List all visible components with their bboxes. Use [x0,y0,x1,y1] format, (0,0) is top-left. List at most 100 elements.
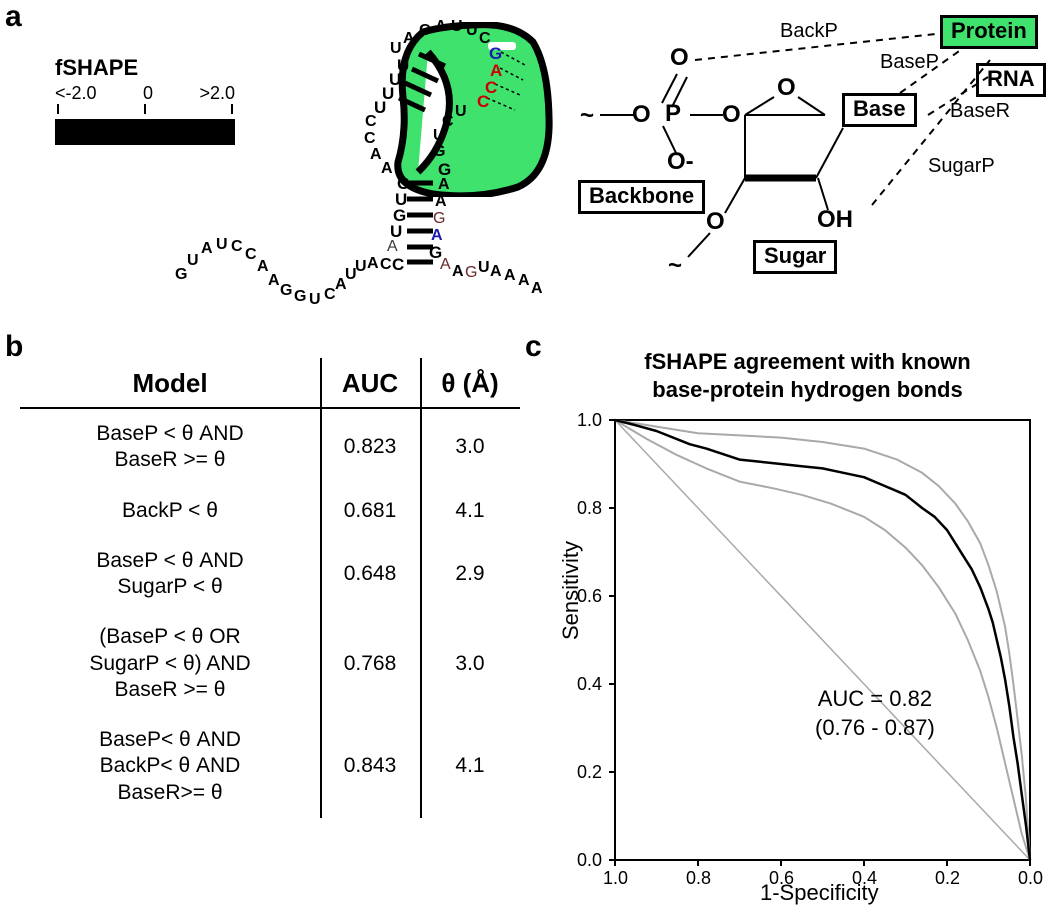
svg-text:~: ~ [668,252,682,279]
nucleotide: C [231,238,243,256]
table-row-auc: 0.843 [320,715,420,818]
sugar-box: Sugar [753,240,837,274]
col-theta: θ (Å) [420,360,520,407]
nucleotide: G [433,143,445,161]
y-tick: 0.6 [577,586,602,607]
nucleotide: C [324,286,336,304]
table-header: Model AUC θ (Å) [20,360,520,407]
nucleotide: U [187,252,199,270]
panel-a: fSHAPE <-2.0 0 >2.0 GUAUCCAAGGUCAUUACCAU… [0,0,1050,330]
nucleotide: U [466,22,478,40]
nucleotide: A [435,193,447,211]
nucleotide: A [531,280,543,298]
x-tick: 0.8 [686,868,711,889]
nucleotide: A [201,240,213,258]
atom-O: O [670,46,689,70]
nucleotide: C [397,174,409,194]
nucleotide: C [245,246,257,264]
x-tick: 0.6 [769,868,794,889]
panel-b: Model AUC θ (Å) BaseP < θ AND BaseR >= θ… [0,330,530,910]
nucleotide: C [364,130,376,148]
label-backp: BackP [780,20,838,43]
x-tick: 0.4 [852,868,877,889]
x-tick: 1.0 [603,868,628,889]
nucleotide: A [452,263,464,281]
table-row-model: BaseP< θ AND BackP< θ AND BaseR>= θ [20,715,320,818]
nucleotide: C [419,22,431,40]
roc-plot [615,420,1030,860]
atom-O: O [722,103,741,127]
col-auc: AUC [320,360,420,407]
nucleotide: A [504,267,516,285]
table-row-auc: 0.648 [320,536,420,613]
nucleotide: G [465,264,477,282]
roc-title: fSHAPE agreement with known base-protein… [585,348,1030,403]
nucleotide: U [397,56,409,76]
x-tick: 0.2 [935,868,960,889]
label-sugarp: SugarP [928,155,995,178]
auc-line1: AUC = 0.82 [815,685,935,714]
x-tick: 0.0 [1018,868,1043,889]
nucleotide: A [435,18,447,36]
table-row-theta: 3.0 [420,409,520,486]
rna-box: RNA [976,63,1046,97]
model-table: Model AUC θ (Å) BaseP < θ AND BaseR >= θ… [20,360,520,818]
nucleotide: U [355,258,367,276]
table-body: BaseP < θ AND BaseR >= θ0.8233.0BackP < … [20,409,520,818]
nucleotide: U [390,40,402,58]
nucleotide: G [280,282,292,300]
y-tick: 1.0 [577,410,602,431]
nucleotide: U [309,291,321,309]
nucleotide: G [433,210,445,228]
table-row-model: BaseP < θ AND BaseR >= θ [20,409,320,486]
nucleotide: G [175,266,187,284]
figure: a b c fSHAPE <-2.0 0 >2.0 [0,0,1050,915]
tick: <-2.0 [55,83,97,104]
table-row-auc: 0.823 [320,409,420,486]
table-row-theta: 3.0 [420,612,520,715]
table-row-theta: 4.1 [420,486,520,536]
label-baser: BaseR [950,100,1010,123]
panel-c: fSHAPE agreement with known base-protein… [530,330,1050,910]
auc-text: AUC = 0.82 (0.76 - 0.87) [815,685,935,742]
nucleotide: U [455,103,467,121]
nucleotide: A [370,146,382,164]
y-tick: 0.2 [577,762,602,783]
nucleotide: C [380,256,392,274]
label-basep: BaseP [880,51,939,74]
atom-O: O [632,103,651,127]
nucleotide: A [490,263,502,281]
table-row-auc: 0.768 [320,612,420,715]
rna-cartoon: GUAUCCAAGGUCAUUACCAUGUCAACCUUUUUACAUUCGA… [175,10,555,320]
nucleotide: U [216,236,228,254]
nucleotide: G [294,288,306,306]
table-row-model: (BaseP < θ OR SugarP < θ) AND BaseR >= θ [20,612,320,715]
y-tick: 0.0 [577,850,602,871]
nucleotide: A [518,272,530,290]
atom-P: P [665,102,681,126]
table-row-theta: 2.9 [420,536,520,613]
nucleotide: C [477,92,489,112]
nucleotide: A [257,258,269,276]
table-row-model: BackP < θ [20,486,320,536]
protein-box: Protein [940,15,1038,49]
nucleotide: A [367,255,379,273]
atom-OH: OH [817,208,853,232]
nucleotide: A [403,30,415,48]
y-tick: 0.8 [577,498,602,519]
backbone-box: Backbone [578,180,705,214]
tick: 0 [143,83,153,104]
nucleotide: U [478,259,490,277]
nucleotide: A [438,176,450,194]
svg-text:~: ~ [580,102,594,129]
col-model: Model [20,360,320,407]
y-tick: 0.4 [577,674,602,695]
table-row-auc: 0.681 [320,486,420,536]
nucleotide: C [392,255,404,275]
chem-diagram: ~ ~ [570,15,1040,325]
table-row-model: BaseP < θ AND SugarP < θ [20,536,320,613]
auc-line2: (0.76 - 0.87) [815,714,935,743]
nucleotide: U [451,18,463,36]
nucleotide: A [381,160,393,178]
atom-O: O [777,76,796,100]
